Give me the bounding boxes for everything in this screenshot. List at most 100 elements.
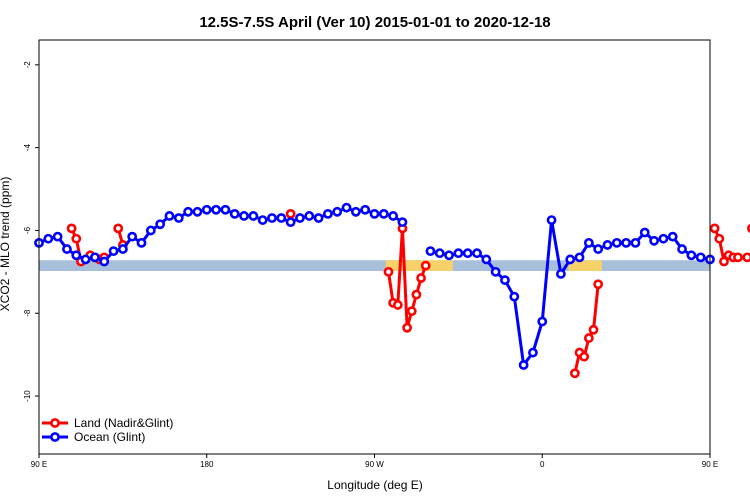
data-point — [388, 211, 399, 221]
legend: Land (Nadir&Glint)Ocean (Glint) — [42, 416, 173, 444]
data-point — [490, 266, 501, 277]
y-tick-label: -4 — [23, 144, 32, 152]
data-point — [658, 233, 669, 244]
data-point — [52, 231, 63, 242]
data-point — [555, 269, 566, 279]
data-point — [500, 275, 510, 286]
data-point — [719, 256, 729, 267]
y-tick-label: -2 — [23, 61, 32, 69]
data-point — [108, 246, 119, 257]
data-point — [630, 237, 641, 248]
series-1 — [34, 202, 715, 370]
data-point — [434, 248, 445, 259]
data-point — [211, 204, 221, 215]
data-point — [71, 233, 82, 244]
data-point — [425, 246, 436, 257]
surface-type-band — [39, 260, 710, 272]
data-point — [369, 208, 380, 219]
data-point — [714, 233, 725, 244]
data-point — [71, 250, 82, 261]
data-point — [229, 208, 240, 219]
chart-title: 12.5S-7.5S April (Ver 10) 2015-01-01 to … — [199, 14, 550, 31]
data-point — [341, 202, 352, 213]
legend-item: Land (Nadir&Glint) — [42, 416, 173, 430]
data-point — [257, 215, 268, 225]
data-point — [509, 291, 520, 302]
data-point — [733, 252, 743, 263]
data-point — [136, 237, 147, 248]
data-point — [360, 204, 371, 215]
data-point — [62, 244, 72, 254]
y-tick-label: -6 — [23, 226, 32, 234]
data-point — [528, 347, 538, 358]
data-point — [420, 260, 431, 271]
legend-marker — [50, 432, 60, 442]
legend-label: Land (Nadir&Glint) — [74, 416, 173, 430]
data-point — [276, 213, 287, 223]
data-point — [192, 206, 203, 217]
data-point — [574, 252, 585, 263]
data-point — [611, 237, 622, 248]
data-point — [537, 316, 548, 327]
data-point — [99, 256, 110, 267]
x-tick-label: 90 W — [365, 460, 384, 469]
data-point — [117, 244, 128, 254]
data-point — [155, 219, 166, 230]
y-axis-ticks: -2 -4 -6 -8 -10 — [23, 61, 39, 402]
data-point — [295, 213, 305, 223]
data-point — [164, 211, 175, 221]
data-point — [444, 250, 454, 261]
data-point — [742, 252, 750, 263]
data-point — [285, 208, 296, 219]
data-point — [350, 206, 361, 217]
data-point — [304, 211, 315, 221]
data-point — [411, 289, 422, 300]
data-point — [518, 360, 529, 370]
data-point — [583, 237, 594, 248]
data-point — [392, 300, 403, 310]
data-point — [565, 254, 576, 265]
data-point — [80, 254, 91, 265]
data-point — [416, 273, 426, 283]
x-tick-label: 90 E — [702, 460, 718, 469]
data-point — [127, 231, 138, 242]
data-point — [183, 206, 194, 217]
data-point — [313, 213, 324, 223]
data-point — [621, 237, 632, 248]
data-point — [667, 231, 678, 242]
data-point — [593, 279, 604, 290]
data-point — [602, 240, 613, 250]
data-point — [397, 217, 408, 228]
ocean-band — [39, 260, 710, 272]
land-band-segment — [568, 260, 602, 272]
x-tick-label: 180 — [200, 460, 214, 469]
series-line — [430, 218, 711, 367]
legend-item: Ocean (Glint) — [42, 430, 145, 444]
x-axis-label: Longitude (deg E) — [327, 478, 422, 492]
y-tick-label: -8 — [23, 309, 32, 317]
data-point — [248, 211, 259, 221]
data-point — [90, 252, 100, 263]
legend-marker — [50, 418, 60, 428]
data-point — [588, 324, 599, 335]
data-point — [677, 244, 687, 254]
data-point — [201, 204, 212, 215]
data-point — [472, 248, 482, 259]
data-point — [173, 213, 184, 223]
data-point — [579, 351, 590, 362]
data-point — [285, 217, 296, 228]
data-point — [239, 211, 249, 221]
data-point — [378, 208, 389, 219]
data-point — [66, 223, 77, 234]
data-point — [145, 225, 156, 236]
land-band-segment — [385, 260, 453, 272]
data-point — [709, 223, 720, 234]
data-point — [43, 233, 54, 244]
data-point — [453, 248, 464, 259]
data-point — [332, 206, 343, 217]
data-point — [686, 250, 697, 261]
data-point — [639, 227, 650, 238]
data-point — [593, 244, 604, 254]
data-point — [546, 215, 557, 225]
